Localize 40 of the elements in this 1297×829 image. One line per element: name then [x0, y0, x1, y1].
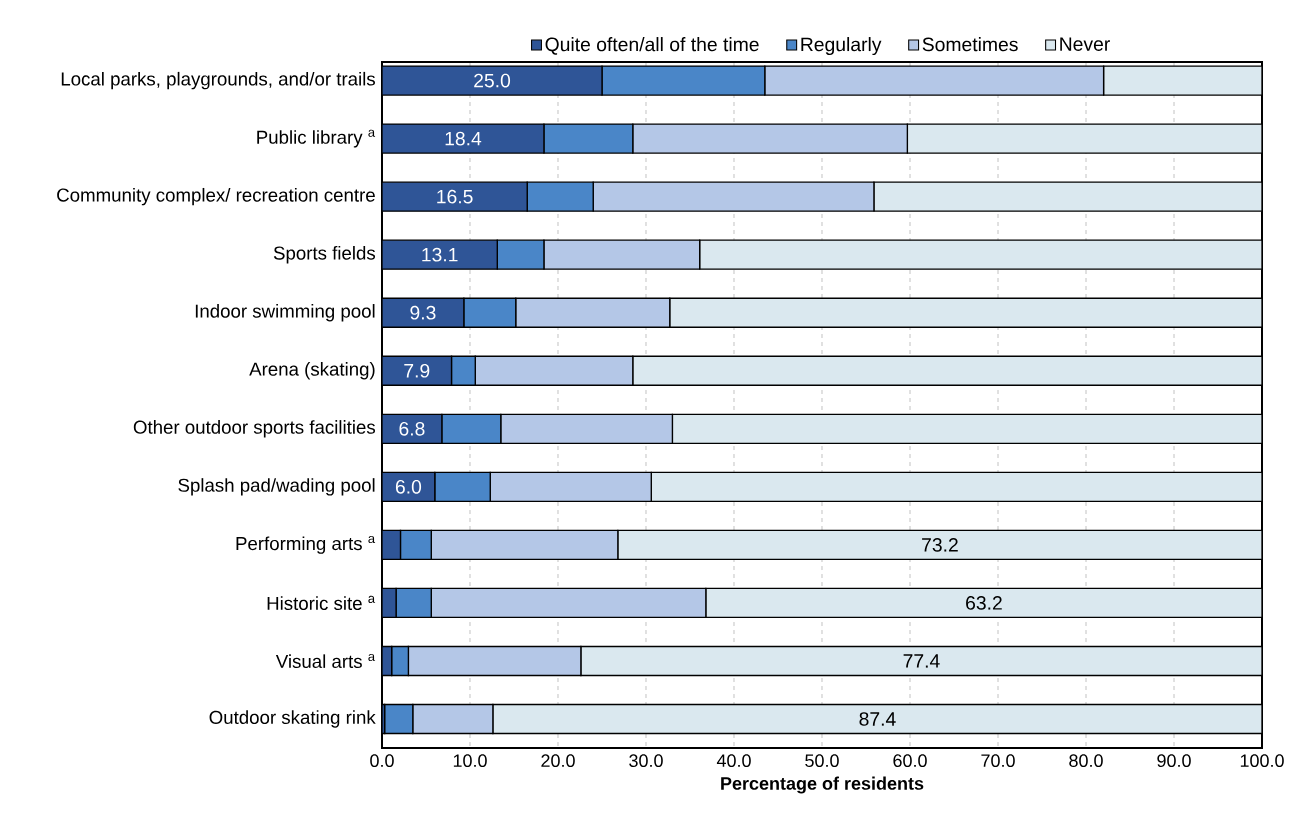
legend-label: Quite often/all of the time [545, 37, 759, 55]
x-tick-label: 50.0 [805, 754, 839, 768]
x-tick-label: 90.0 [1157, 754, 1191, 768]
x-tick-label: 40.0 [716, 754, 751, 768]
legend-label: Sometimes [922, 37, 1018, 52]
y-tick-label: Local parks, playgrounds, and/or trails [61, 71, 375, 90]
x-axis-title: Percentage of residents [721, 776, 924, 794]
data-label: 7.9 [404, 363, 430, 378]
data-label: 13.1 [422, 247, 458, 262]
y-tick-label: Arena (skating) [249, 362, 375, 380]
y-tick-label: Visual arts $^{a}$ [275, 653, 376, 669]
data-label: 9.3 [410, 305, 436, 320]
data-label: 6.8 [399, 421, 425, 436]
data-label: 16.5 [437, 189, 473, 204]
x-tick-label: 0.0 [370, 754, 394, 768]
legend-label: Never [1060, 37, 1110, 51]
data-label: 6.0 [395, 479, 422, 494]
y-tick-label: Public library $^{a}$ [257, 129, 376, 148]
data-label: 87.4 [859, 712, 896, 726]
x-tick-label: 30.0 [629, 754, 663, 768]
x-tick-label: 10.0 [453, 754, 487, 768]
y-tick-label: Splash pad/wading pool [178, 478, 375, 496]
x-tick-label: 20.0 [541, 754, 575, 768]
data-label: 25.0 [474, 73, 511, 88]
data-label: 63.2 [966, 596, 1002, 610]
y-tick-label: Historic site $^{a}$ [267, 595, 376, 611]
y-tick-label: Community complex/ recreation centre [57, 187, 375, 206]
legend-label: Regularly [801, 37, 882, 56]
y-tick-label: Sports fields [273, 245, 376, 264]
x-tick-label: 70.0 [981, 754, 1015, 768]
x-tick-label: 80.0 [1069, 754, 1103, 768]
y-tick-label: Outdoor skating rink [209, 710, 376, 728]
x-tick-label: 100.0 [1240, 754, 1284, 768]
y-tick-label: Indoor swimming pool [195, 304, 375, 322]
data-label: 77.4 [903, 654, 940, 668]
data-label: 18.4 [445, 131, 482, 146]
y-tick-label: Other outdoor sports facilities [133, 420, 376, 438]
x-tick-label: 60.0 [893, 754, 927, 768]
y-tick-label: Performing arts $^{a}$ [236, 535, 376, 554]
data-label: 73.2 [922, 538, 958, 552]
